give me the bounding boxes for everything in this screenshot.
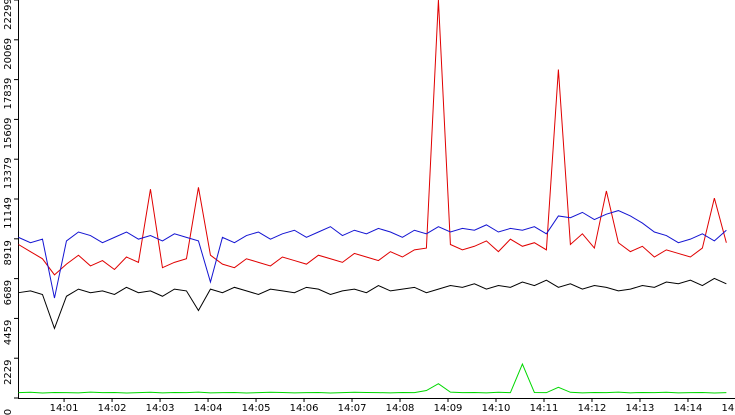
x-tick-label: 14:10: [482, 403, 511, 414]
x-tick-label: 14:12: [578, 403, 607, 414]
y-tick-label: 13379: [3, 157, 14, 189]
y-tick-label: 8919: [3, 240, 14, 265]
series-line: [18, 277, 727, 330]
y-tick-label: 17839: [3, 78, 14, 110]
x-tick-label: 14:08: [386, 403, 415, 414]
y-tick-label: 0: [3, 409, 14, 415]
x-tick-label: 14:13: [626, 403, 655, 414]
x-tick-label: 14:07: [338, 403, 367, 414]
y-tick-label: 4459: [3, 320, 14, 345]
series-line: [18, 210, 727, 299]
y-tick-label: 20069: [3, 38, 14, 70]
series-line: [18, 362, 727, 394]
x-tick-label: 14:09: [434, 403, 463, 414]
y-tick-label: 11149: [3, 197, 14, 229]
x-tick-label: 14:14: [674, 403, 703, 414]
y-tick-label: 6689: [3, 280, 14, 305]
x-tick-label: 14:04: [194, 403, 223, 414]
series-line: [18, 0, 727, 276]
x-tick-label: 14:01: [50, 403, 79, 414]
y-tick-label: 22299: [3, 0, 14, 30]
x-tick-label: 14:03: [146, 403, 175, 414]
x-tick-label: 14:11: [530, 403, 559, 414]
x-tick-label: 14:15: [722, 403, 735, 414]
y-tick-label: 15609: [3, 117, 14, 149]
y-tick-label: 2229: [3, 359, 14, 384]
x-tick-label: 14:06: [290, 403, 319, 414]
x-tick-label: 14:05: [242, 403, 271, 414]
x-tick-label: 14:02: [98, 403, 127, 414]
